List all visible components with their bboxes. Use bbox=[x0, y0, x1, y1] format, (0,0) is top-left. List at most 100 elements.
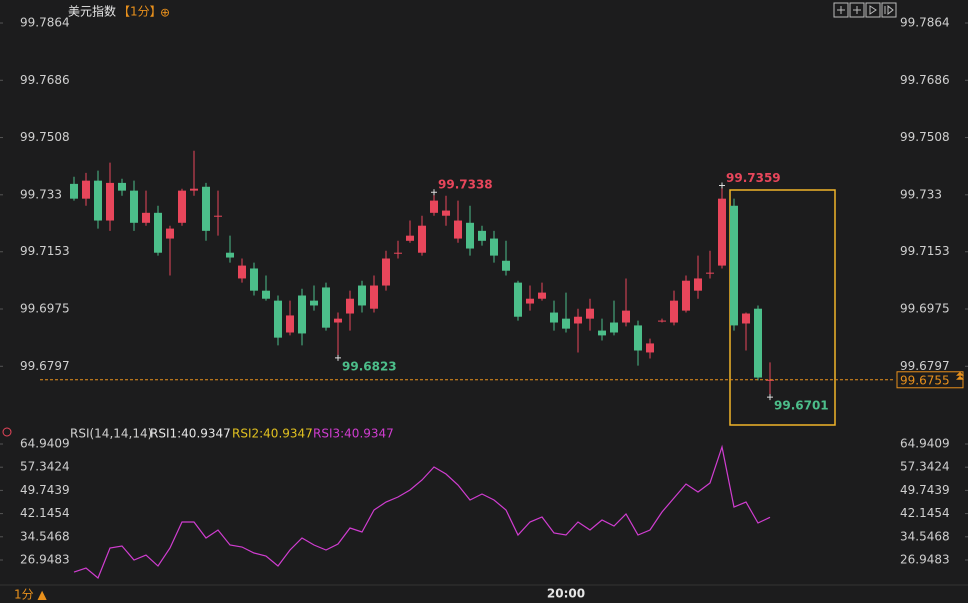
y-tick-label: 42.1454 bbox=[20, 506, 70, 520]
y-tick-label: 57.3424 bbox=[900, 460, 950, 474]
candle-body bbox=[430, 200, 438, 213]
low-label: 99.6823 bbox=[342, 359, 397, 373]
y-tick-label: 99.7508 bbox=[900, 130, 950, 144]
legend-entry: RSI3:40.9347 bbox=[313, 427, 394, 441]
candle-body bbox=[562, 318, 570, 329]
tool-button[interactable] bbox=[881, 2, 897, 18]
rsi-line bbox=[73, 444, 771, 579]
legend-entry: RSI1:40.9347 bbox=[150, 427, 231, 441]
y-tick-label: 99.7153 bbox=[20, 244, 70, 258]
price-panel: 99.7864 99.7864 99.7686 99.7686 99.7508 99.75… bbox=[0, 16, 968, 413]
candle-body bbox=[274, 300, 282, 338]
x-tick-label: 20:00 bbox=[547, 587, 585, 601]
y-tick-label: 42.1454 bbox=[900, 506, 950, 520]
candle-body bbox=[550, 312, 558, 323]
y-tick-label: 99.7153 bbox=[900, 244, 950, 258]
candle-body bbox=[178, 190, 186, 223]
candle-body bbox=[262, 290, 270, 299]
extreme-marker bbox=[431, 189, 437, 196]
rsi-panel: 64.9409 64.9409 57.3424 57.3424 49.7439 49.74… bbox=[0, 436, 968, 579]
candle-body bbox=[682, 280, 690, 311]
candle-body bbox=[730, 205, 738, 326]
candle-body bbox=[598, 330, 606, 336]
candle-body bbox=[106, 182, 114, 221]
candle-body bbox=[82, 180, 90, 199]
candle-body bbox=[298, 295, 306, 334]
candle-body bbox=[286, 315, 294, 333]
candle-body bbox=[478, 230, 486, 241]
tool-button[interactable] bbox=[865, 2, 881, 18]
price-arrow bbox=[956, 371, 964, 380]
candle-body bbox=[322, 287, 330, 328]
candle-body bbox=[502, 260, 510, 271]
candle-body bbox=[238, 265, 246, 279]
candle-body bbox=[706, 272, 714, 274]
y-tick-label: 34.5468 bbox=[20, 529, 70, 543]
candle-body bbox=[250, 268, 258, 291]
candle-body bbox=[358, 285, 366, 306]
y-tick-label: 99.7686 bbox=[900, 73, 950, 87]
add-icon[interactable]: ⊕ bbox=[160, 6, 170, 20]
y-tick-label: 99.7508 bbox=[20, 130, 70, 144]
y-tick-label: 26.9483 bbox=[20, 552, 70, 566]
candle-body bbox=[586, 308, 594, 319]
candle-body bbox=[610, 322, 618, 333]
candle-body bbox=[394, 252, 402, 254]
candle-body bbox=[442, 210, 450, 216]
candle-body bbox=[634, 325, 642, 351]
candle-body bbox=[718, 198, 726, 266]
toolbar bbox=[833, 2, 897, 18]
candle-body bbox=[622, 310, 630, 323]
extreme-marker bbox=[335, 354, 341, 361]
y-tick-label: 99.7686 bbox=[20, 73, 70, 87]
candle-body bbox=[574, 316, 582, 324]
candle-body bbox=[406, 235, 414, 241]
tool-glyphs bbox=[837, 4, 894, 16]
candle-body bbox=[694, 278, 702, 291]
y-tick-label: 99.6797 bbox=[900, 359, 950, 373]
candle-body bbox=[94, 180, 102, 221]
symbol-title: 美元指数 bbox=[68, 4, 116, 19]
candle-body bbox=[346, 298, 354, 314]
candle-body bbox=[538, 292, 546, 299]
y-tick-label: 99.733 bbox=[20, 187, 62, 201]
period[interactable]: 【1分】 bbox=[118, 5, 162, 19]
candle-body bbox=[646, 343, 654, 353]
settings-icon[interactable] bbox=[2, 427, 12, 437]
y-tick-label: 99.7864 bbox=[900, 16, 950, 30]
y-tick-label: 34.5468 bbox=[900, 529, 950, 543]
y-tick-label: 26.9483 bbox=[900, 552, 950, 566]
tool-button[interactable] bbox=[833, 2, 849, 18]
y-tick-label: 49.7439 bbox=[20, 483, 70, 497]
candle-body bbox=[466, 222, 474, 249]
tool-button[interactable] bbox=[849, 2, 865, 18]
y-tick-label: 99.7864 bbox=[20, 16, 70, 30]
extreme-marker bbox=[719, 182, 725, 189]
candle-body bbox=[382, 258, 390, 286]
candle-body bbox=[226, 252, 234, 258]
y-tick-label: 57.3424 bbox=[20, 460, 70, 474]
candle-body bbox=[670, 300, 678, 323]
candle-body bbox=[334, 318, 342, 323]
candle-body bbox=[190, 188, 198, 191]
candle-body bbox=[166, 228, 174, 239]
candle-body bbox=[130, 190, 138, 223]
candle-body bbox=[118, 182, 126, 191]
candle-body bbox=[418, 225, 426, 253]
y-tick-label: 64.9409 bbox=[900, 436, 950, 450]
period-switch[interactable]: 1分 ▲ bbox=[14, 588, 47, 602]
candle-body bbox=[70, 183, 78, 199]
candle-body bbox=[658, 320, 666, 322]
high-label: 99.7338 bbox=[438, 178, 493, 192]
high-label: 99.7359 bbox=[726, 171, 781, 185]
y-tick-label: 99.6975 bbox=[20, 302, 70, 316]
y-tick-label: 64.9409 bbox=[20, 436, 70, 450]
y-tick-label: 99.6975 bbox=[900, 302, 950, 316]
candle-body bbox=[514, 282, 522, 317]
last-price-label: 99.6755 bbox=[900, 373, 950, 387]
candle-body bbox=[490, 238, 498, 256]
indicator-title: RSI(14,14,14) bbox=[70, 427, 152, 441]
